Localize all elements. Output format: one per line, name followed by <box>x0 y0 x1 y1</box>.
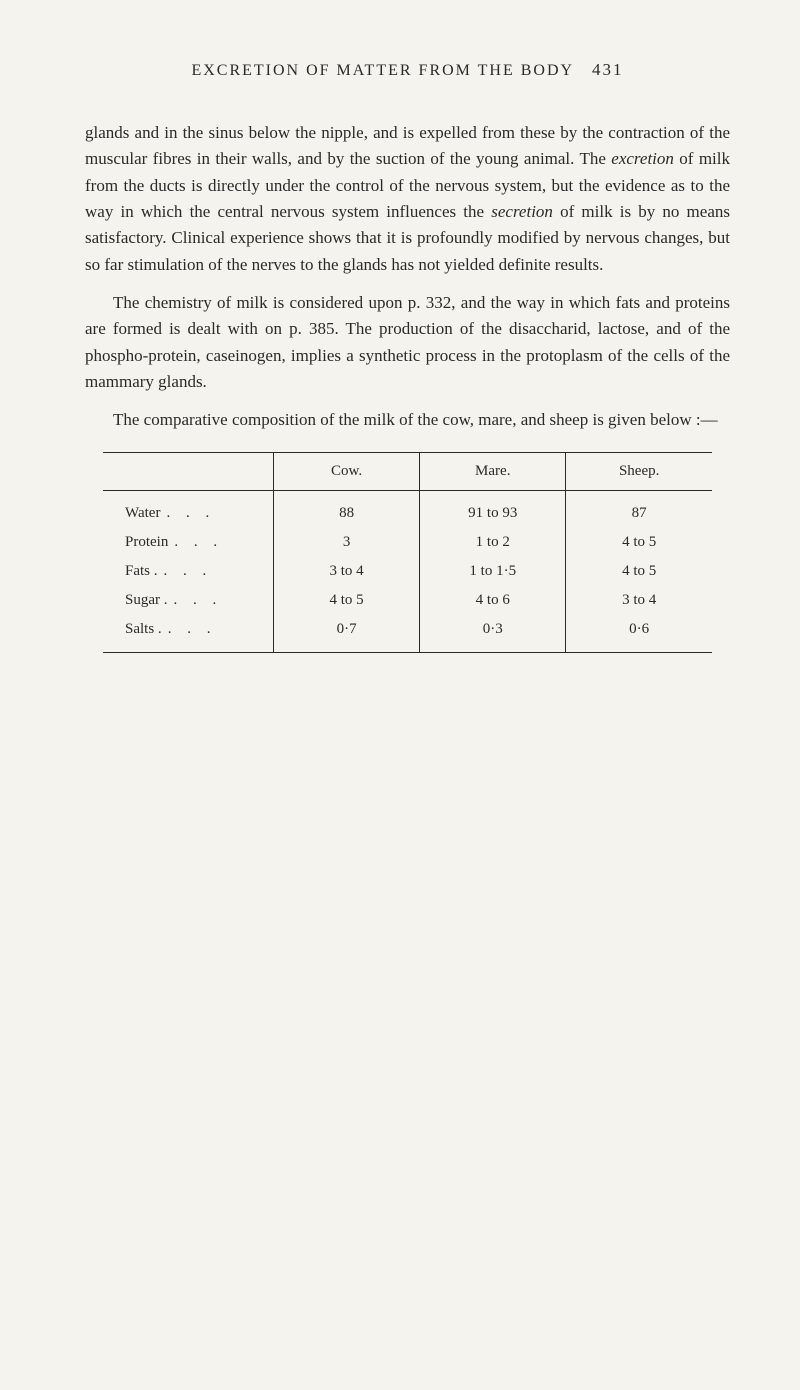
row-label-sugar: Sugar . . . . <box>103 586 274 615</box>
paragraph-1: glands and in the sinus below the nipple… <box>85 120 730 278</box>
paragraph-1-italic-2: secretion <box>491 202 553 221</box>
row-label-text: Salts . <box>125 621 162 637</box>
running-header: EXCRETION OF MATTER FROM THE BODY 431 <box>85 60 730 80</box>
cell-protein-mare: 1 to 2 <box>420 528 566 557</box>
cell-salts-cow: 0·7 <box>274 615 420 653</box>
row-label-protein: Protein . . . <box>103 528 274 557</box>
table-header-row: Cow. Mare. Sheep. <box>103 452 712 490</box>
paragraph-3: The comparative composition of the milk … <box>85 407 730 433</box>
cell-sugar-sheep: 3 to 4 <box>566 586 712 615</box>
composition-table: Cow. Mare. Sheep. Water . . . 88 91 to 93… <box>103 452 712 653</box>
cell-salts-sheep: 0·6 <box>566 615 712 653</box>
cell-protein-sheep: 4 to 5 <box>566 528 712 557</box>
composition-table-wrapper: Cow. Mare. Sheep. Water . . . 88 91 to 93… <box>103 452 712 653</box>
cell-water-mare: 91 to 93 <box>420 490 566 528</box>
row-label-salts: Salts . . . . <box>103 615 274 653</box>
page-number: 431 <box>592 60 624 80</box>
row-dots: . . . <box>174 592 223 608</box>
row-label-text: Water <box>125 505 160 521</box>
cell-water-cow: 88 <box>274 490 420 528</box>
paragraph-1-italic-1: excretion <box>611 149 674 168</box>
table-row: Fats . . . . 3 to 4 1 to 1·5 4 to 5 <box>103 557 712 586</box>
table-row: Salts . . . . 0·7 0·3 0·6 <box>103 615 712 653</box>
table-body: Water . . . 88 91 to 93 87 Protein . . . 3… <box>103 490 712 652</box>
cell-water-sheep: 87 <box>566 490 712 528</box>
running-header-title: EXCRETION OF MATTER FROM THE BODY <box>191 62 574 80</box>
table-row: Sugar . . . . 4 to 5 4 to 6 3 to 4 <box>103 586 712 615</box>
cell-sugar-mare: 4 to 6 <box>420 586 566 615</box>
row-dots: . . . <box>168 621 217 637</box>
row-dots: . . . <box>164 563 213 579</box>
row-label-text: Protein <box>125 534 168 550</box>
table-row: Protein . . . 3 1 to 2 4 to 5 <box>103 528 712 557</box>
cell-salts-mare: 0·3 <box>420 615 566 653</box>
paragraph-2: The chemistry of milk is considered upon… <box>85 290 730 395</box>
row-label-text: Fats . <box>125 563 158 579</box>
table-header-sheep: Sheep. <box>566 452 712 490</box>
table-row: Water . . . 88 91 to 93 87 <box>103 490 712 528</box>
table-header-cow: Cow. <box>274 452 420 490</box>
cell-fats-mare: 1 to 1·5 <box>420 557 566 586</box>
cell-fats-cow: 3 to 4 <box>274 557 420 586</box>
cell-protein-cow: 3 <box>274 528 420 557</box>
cell-sugar-cow: 4 to 5 <box>274 586 420 615</box>
row-label-fats: Fats . . . . <box>103 557 274 586</box>
table-header-empty <box>103 452 274 490</box>
cell-fats-sheep: 4 to 5 <box>566 557 712 586</box>
table-header-mare: Mare. <box>420 452 566 490</box>
row-dots: . . . <box>174 534 223 550</box>
row-label-text: Sugar . <box>125 592 168 608</box>
row-label-water: Water . . . <box>103 490 274 528</box>
row-dots: . . . <box>166 505 215 521</box>
